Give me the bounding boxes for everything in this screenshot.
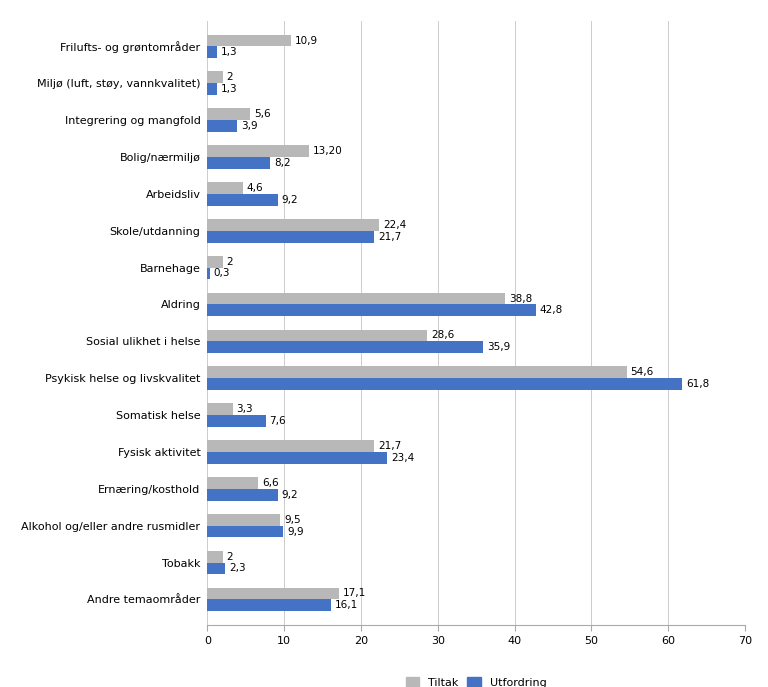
Text: 1,3: 1,3 bbox=[221, 47, 238, 57]
Text: 10,9: 10,9 bbox=[295, 36, 318, 45]
Bar bbox=[207, 304, 536, 316]
Text: 28,6: 28,6 bbox=[431, 330, 454, 341]
Text: 9,2: 9,2 bbox=[282, 195, 299, 205]
Bar bbox=[207, 599, 331, 611]
Text: 21,7: 21,7 bbox=[378, 232, 401, 242]
Text: 1,3: 1,3 bbox=[221, 85, 238, 94]
Bar bbox=[207, 526, 283, 537]
Text: 2: 2 bbox=[227, 72, 233, 82]
Bar bbox=[207, 145, 309, 157]
Bar bbox=[207, 440, 374, 452]
Text: 61,8: 61,8 bbox=[686, 379, 709, 389]
Bar bbox=[207, 83, 217, 95]
Bar bbox=[207, 415, 266, 427]
Bar bbox=[207, 71, 223, 83]
Text: 21,7: 21,7 bbox=[378, 441, 401, 451]
Bar bbox=[207, 256, 223, 268]
Text: 6,6: 6,6 bbox=[262, 478, 279, 488]
Bar bbox=[207, 231, 374, 243]
Bar bbox=[207, 268, 210, 280]
Text: 13,20: 13,20 bbox=[313, 146, 343, 156]
Text: 9,2: 9,2 bbox=[282, 490, 299, 499]
Bar bbox=[207, 488, 278, 501]
Text: 42,8: 42,8 bbox=[540, 305, 563, 315]
Bar bbox=[207, 219, 379, 231]
Text: 17,1: 17,1 bbox=[343, 589, 366, 598]
Text: 7,6: 7,6 bbox=[270, 416, 286, 426]
Text: 22,4: 22,4 bbox=[383, 220, 406, 230]
Text: 9,5: 9,5 bbox=[284, 515, 301, 525]
Bar bbox=[207, 514, 280, 526]
Bar bbox=[207, 109, 250, 120]
Bar bbox=[207, 477, 258, 488]
Bar bbox=[207, 563, 225, 574]
Text: 16,1: 16,1 bbox=[335, 600, 358, 610]
Text: 23,4: 23,4 bbox=[391, 453, 414, 463]
Bar bbox=[207, 34, 291, 47]
Bar bbox=[207, 587, 339, 599]
Text: 54,6: 54,6 bbox=[631, 368, 654, 377]
Text: 9,9: 9,9 bbox=[287, 526, 304, 537]
Text: 4,6: 4,6 bbox=[247, 183, 263, 193]
Bar bbox=[207, 341, 483, 353]
Text: 5,6: 5,6 bbox=[254, 109, 271, 120]
Bar bbox=[207, 403, 233, 415]
Text: 8,2: 8,2 bbox=[274, 158, 291, 168]
Text: 38,8: 38,8 bbox=[509, 293, 532, 304]
Text: 3,9: 3,9 bbox=[241, 121, 258, 131]
Text: 2,3: 2,3 bbox=[229, 563, 246, 574]
Bar bbox=[207, 551, 223, 563]
Bar bbox=[207, 47, 217, 58]
Bar bbox=[207, 378, 682, 390]
Bar bbox=[207, 293, 505, 304]
Text: 2: 2 bbox=[227, 552, 233, 561]
Text: 0,3: 0,3 bbox=[214, 269, 230, 278]
Bar bbox=[207, 366, 627, 378]
Bar bbox=[207, 330, 427, 341]
Legend: Tiltak, Utfordring: Tiltak, Utfordring bbox=[402, 673, 551, 687]
Bar bbox=[207, 194, 278, 205]
Bar bbox=[207, 157, 270, 169]
Text: 2: 2 bbox=[227, 257, 233, 267]
Bar bbox=[207, 182, 243, 194]
Text: 35,9: 35,9 bbox=[487, 342, 510, 352]
Text: 3,3: 3,3 bbox=[237, 404, 253, 414]
Bar bbox=[207, 452, 387, 464]
Bar bbox=[207, 120, 237, 132]
